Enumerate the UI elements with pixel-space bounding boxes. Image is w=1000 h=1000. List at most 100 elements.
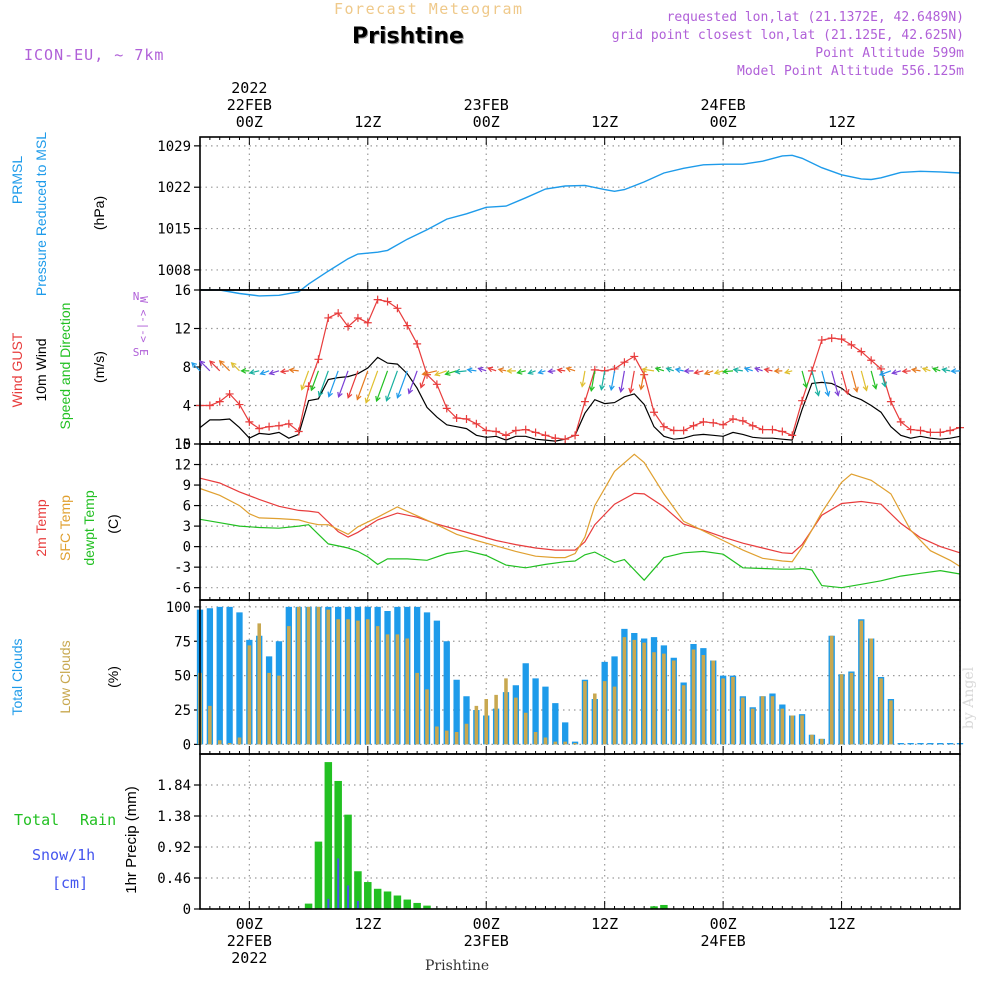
low-clouds-bar: [444, 730, 449, 745]
wind-arrow-head: [878, 370, 886, 377]
low-clouds-bar: [879, 678, 883, 745]
gust-point: [284, 419, 293, 428]
y-tick-label: 4: [183, 399, 191, 415]
wind-arrow-head: [209, 360, 215, 367]
low-clouds-bar: [533, 732, 538, 745]
y-tick-label: 1.84: [157, 778, 191, 794]
wind-arrow-head: [259, 369, 266, 376]
y-tick-label: 0.46: [157, 871, 191, 887]
gust-point: [817, 336, 826, 345]
wind-arrow-head: [364, 397, 371, 404]
low-clouds-bar: [731, 677, 735, 745]
y-tick-label: 0: [183, 540, 191, 556]
gust-point: [472, 419, 481, 428]
wind-arrow-head: [279, 368, 286, 375]
wind-arrow: [557, 369, 566, 372]
low-clouds-bar: [652, 652, 656, 745]
time-label-bottom: 00Z: [473, 915, 500, 933]
gust-point: [699, 417, 708, 426]
low-clouds-bar: [681, 685, 686, 745]
y-tick-label: 0: [183, 902, 191, 918]
gust-point: [314, 355, 323, 364]
gust-point: [580, 397, 589, 406]
wind-arrow-head: [609, 384, 615, 392]
low-clouds-bar: [869, 638, 873, 745]
low-clouds-bar: [405, 638, 410, 745]
time-label-bottom: 00Z: [710, 915, 737, 933]
y-tick-label: 50: [174, 669, 191, 685]
wind-arrow: [723, 370, 734, 373]
series-2m-temp-line: [199, 477, 961, 555]
wind-arrow: [932, 367, 941, 372]
y-tick-label: 6: [183, 499, 191, 515]
low-clouds-bar: [859, 620, 864, 745]
wind-arrow: [199, 360, 211, 372]
low-clouds-label: Low Clouds: [57, 640, 73, 713]
wind-arrow: [850, 370, 858, 392]
low-clouds-bar: [563, 741, 567, 745]
rain-bar: [423, 905, 431, 909]
time-label-bottom: 00Z: [236, 915, 263, 933]
wind-arrow: [467, 369, 477, 372]
time-label-bottom: 12Z: [591, 915, 618, 933]
y-tick-label: 25: [174, 703, 191, 719]
time-label-top: 00Z: [710, 113, 737, 131]
wind-arrow-head: [537, 368, 544, 375]
gust-point: [274, 421, 283, 430]
low-clouds-bar: [277, 675, 281, 745]
wind-arrow: [328, 370, 339, 397]
wind-arrow: [733, 368, 743, 372]
wind-arrow: [744, 367, 753, 372]
gust-point: [758, 425, 767, 434]
rain-bar: [393, 895, 402, 909]
panel-temp: -6 -3 0 3 6 9 12 15: [174, 437, 961, 600]
gust-point: [788, 431, 797, 440]
wind-arrow-head: [556, 367, 563, 374]
time-label-top: 23FEB: [464, 96, 509, 114]
total-clouds-bar: [423, 612, 431, 745]
wind-arrow-head: [824, 390, 831, 398]
total-clouds-bar: [236, 612, 243, 745]
low-clouds-bar: [257, 623, 261, 745]
gust-point: [215, 397, 224, 406]
low-clouds-bar: [217, 740, 222, 745]
wind-arrow-head: [337, 391, 343, 399]
wind-arrow: [260, 370, 270, 375]
low-clouds-bar: [435, 726, 439, 745]
gust-point: [867, 356, 876, 365]
gust-point: [896, 417, 905, 426]
total-clouds-bar: [937, 743, 944, 745]
wind-arrow-head: [268, 369, 275, 376]
wind-arrow: [694, 370, 704, 374]
compass-north: N: [133, 290, 140, 303]
wind-arrow-head: [516, 369, 523, 375]
low-clouds-bar: [375, 626, 380, 745]
pressure-label: Pressure Reduced to MSL: [33, 132, 49, 296]
rain-bar: [650, 906, 658, 909]
wind-arrow: [445, 370, 457, 375]
gust-point: [906, 425, 915, 434]
wind-arrow: [289, 369, 299, 372]
wind-arrow: [478, 367, 487, 372]
wind-arrow: [821, 370, 830, 396]
rain-bar: [354, 871, 362, 909]
low-clouds-bar: [484, 699, 489, 745]
total-clouds-bar: [463, 696, 470, 745]
low-clouds-bar: [247, 645, 252, 745]
wind-arrow: [860, 370, 868, 391]
wind-arrow: [231, 362, 240, 372]
wind-arrow-head: [421, 370, 428, 377]
wind-arrow-head: [300, 384, 306, 391]
wind-arrow: [600, 370, 606, 390]
wind-arrow-head: [580, 381, 586, 388]
time-label-bottom: 22FEB: [227, 932, 272, 950]
gust-point: [679, 426, 688, 435]
wind-arrow-head: [454, 368, 461, 375]
low-clouds-bar: [741, 697, 745, 745]
wind-arrow: [356, 370, 369, 400]
gust-point: [521, 425, 530, 434]
wind-arrow-head: [683, 368, 690, 374]
y-tick-label: 0: [183, 437, 191, 453]
low-clouds-bar: [494, 694, 498, 745]
